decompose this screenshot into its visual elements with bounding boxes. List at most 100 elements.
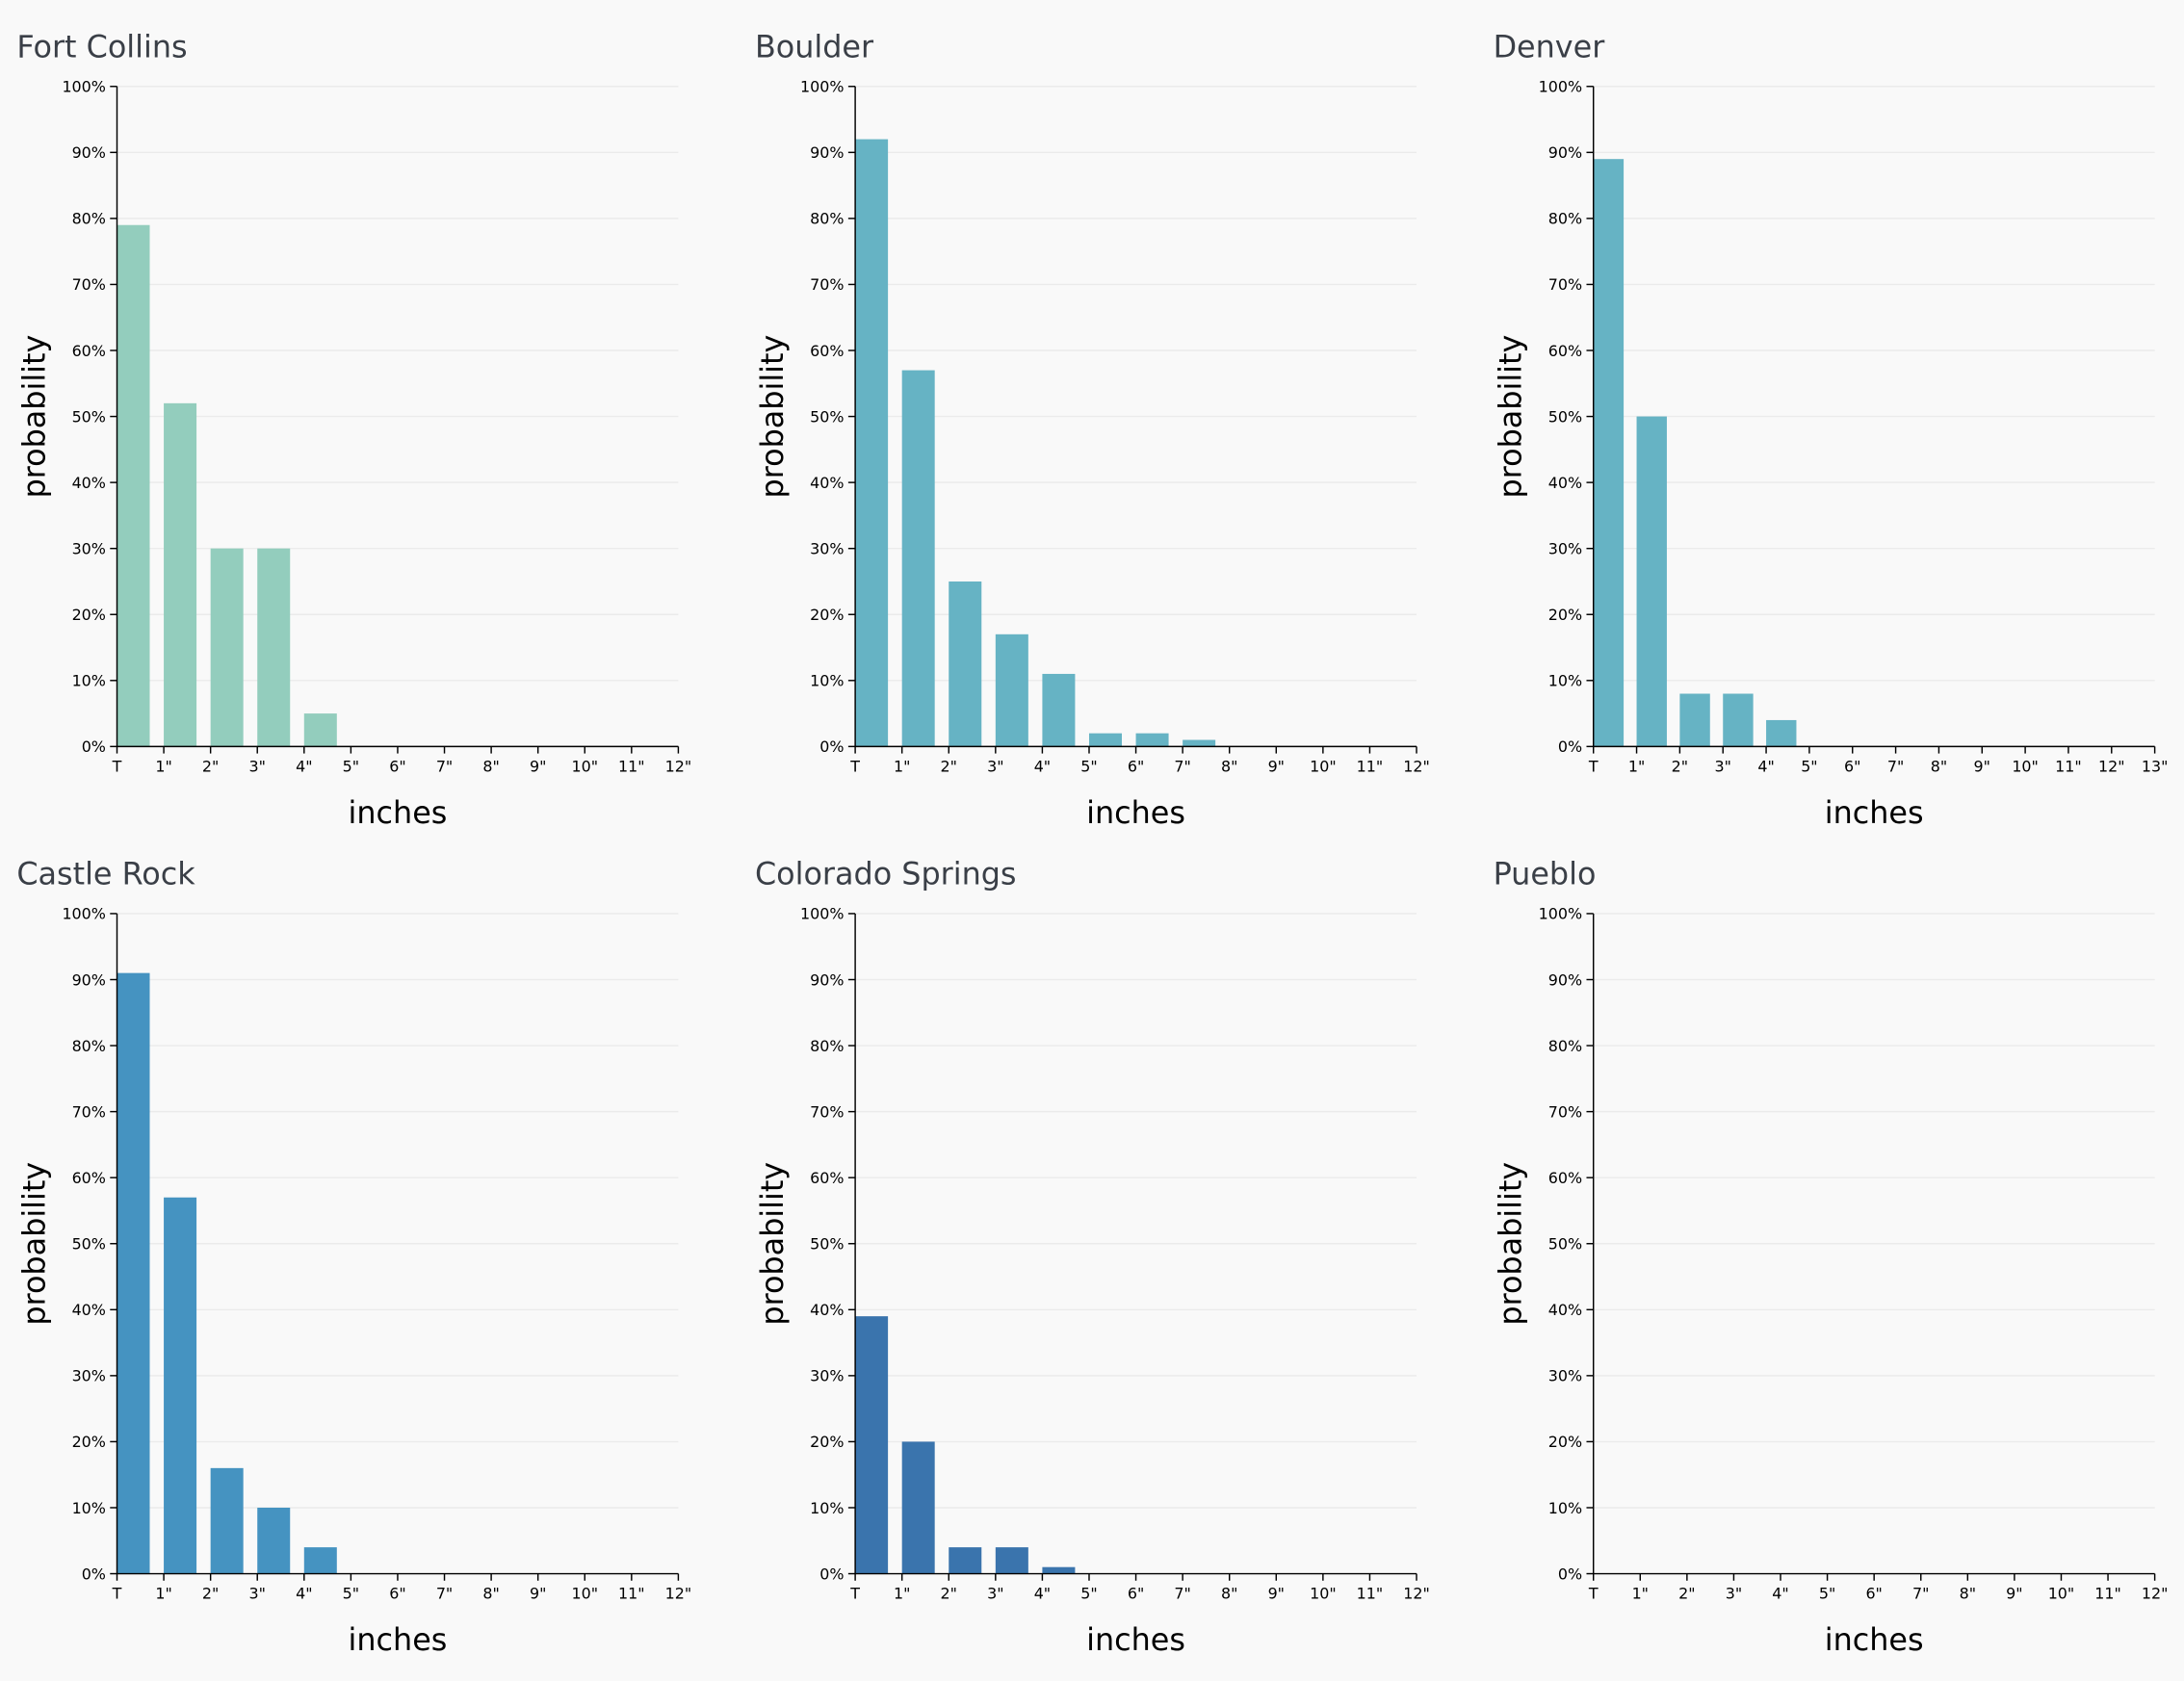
x-tick-label: 6" [1128,757,1144,775]
y-tick-label: 20% [72,1433,106,1451]
x-tick-label: 10" [571,757,598,775]
x-tick-label: 2" [202,1585,219,1603]
x-tick-label: 9" [530,1585,546,1603]
bar [901,1441,935,1574]
x-tick-label: 4" [1034,1585,1051,1603]
y-axis-label: probability [15,335,52,499]
bar [164,1197,197,1574]
y-axis-label: probability [15,1162,52,1326]
y-tick-label: 40% [1548,1301,1582,1319]
y-tick-label: 100% [1539,905,1582,923]
x-tick-label: 11" [618,1585,645,1603]
x-tick-label: 6" [389,1585,405,1603]
x-tick-label: 13" [2142,757,2169,775]
x-tick-label: 12" [1403,757,1430,775]
x-tick-label: 7" [436,757,453,775]
chart-title: Colorado Springs [755,856,1017,892]
y-tick-label: 10% [72,1499,106,1517]
bar [855,1316,889,1574]
bar [257,1507,291,1574]
chart-title: Castle Rock [16,856,195,892]
y-axis-label: probability [1493,335,1529,499]
y-tick-label: 20% [1548,606,1582,624]
y-tick-label: 60% [1548,342,1582,360]
y-tick-label: 20% [810,1433,844,1451]
y-tick-label: 50% [1548,407,1582,426]
x-tick-label: 1" [155,1585,171,1603]
x-tick-label: 8" [1221,757,1237,775]
bar [901,370,935,747]
y-tick-label: 80% [810,210,844,228]
x-tick-label: 5" [343,757,359,775]
bar [995,1547,1028,1574]
x-tick-label: 10" [571,1585,598,1603]
y-tick-label: 70% [72,275,106,294]
y-tick-label: 40% [72,474,106,492]
y-tick-label: 50% [72,407,106,426]
x-tick-label: 1" [894,757,910,775]
y-tick-label: 10% [1548,672,1582,690]
bar [1183,739,1216,747]
y-tick-label: 80% [72,1037,106,1055]
x-tick-label: 9" [1268,1585,1285,1603]
x-tick-label: 9" [1974,757,1990,775]
x-axis-label: inches [1825,1621,1924,1658]
x-tick-label: T [112,757,122,775]
y-tick-label: 100% [800,905,844,923]
x-tick-label: 8" [482,1585,499,1603]
x-tick-label: 8" [1221,1585,1237,1603]
x-tick-label: 8" [1931,757,1947,775]
x-tick-label: 1" [1632,1585,1649,1603]
y-tick-label: 10% [810,672,844,690]
x-tick-label: 11" [2055,757,2082,775]
x-tick-label: 2" [941,757,957,775]
y-tick-label: 90% [1548,143,1582,162]
y-tick-label: 60% [72,342,106,360]
bar [1135,733,1169,747]
y-axis-label: probability [1493,1162,1529,1326]
x-tick-label: 9" [530,757,546,775]
x-tick-label: 8" [1960,1585,1976,1603]
y-tick-label: 20% [72,606,106,624]
y-tick-label: 10% [1548,1499,1582,1517]
bar [117,224,150,747]
bar [949,1547,982,1574]
x-tick-label: T [112,1585,122,1603]
y-tick-label: 10% [72,672,106,690]
x-tick-label: 3" [1726,1585,1742,1603]
y-tick-label: 80% [72,210,106,228]
y-tick-label: 50% [72,1235,106,1254]
x-tick-label: 9" [2006,1585,2022,1603]
y-tick-label: 30% [72,1367,106,1385]
x-tick-label: 10" [2012,757,2039,775]
bar [257,548,291,747]
x-tick-label: 10" [1310,757,1337,775]
y-tick-label: 40% [810,474,844,492]
y-tick-label: 0% [1558,1565,1582,1583]
x-tick-label: 7" [436,1585,453,1603]
y-tick-label: 40% [72,1301,106,1319]
y-tick-label: 0% [82,737,106,756]
bar [1679,693,1710,747]
y-tick-label: 100% [800,78,844,96]
y-tick-label: 30% [1548,1367,1582,1385]
x-tick-label: 5" [1819,1585,1835,1603]
x-tick-label: 5" [343,1585,359,1603]
x-tick-label: 12" [2098,757,2125,775]
x-tick-label: 12" [665,1585,692,1603]
bar [164,402,197,747]
x-tick-label: 2" [1678,1585,1695,1603]
x-tick-label: 5" [1801,757,1817,775]
y-tick-label: 0% [1558,737,1582,756]
x-tick-label: 11" [2094,1585,2121,1603]
x-tick-label: 1" [1628,757,1645,775]
x-axis-label: inches [1086,794,1185,831]
bar [117,972,150,1574]
bar [1042,673,1076,747]
x-tick-label: 11" [1357,1585,1384,1603]
y-tick-label: 70% [1548,275,1582,294]
x-tick-label: 6" [1844,757,1860,775]
chart-title: Fort Collins [16,28,187,65]
bar [949,581,982,747]
x-tick-label: 6" [389,757,405,775]
